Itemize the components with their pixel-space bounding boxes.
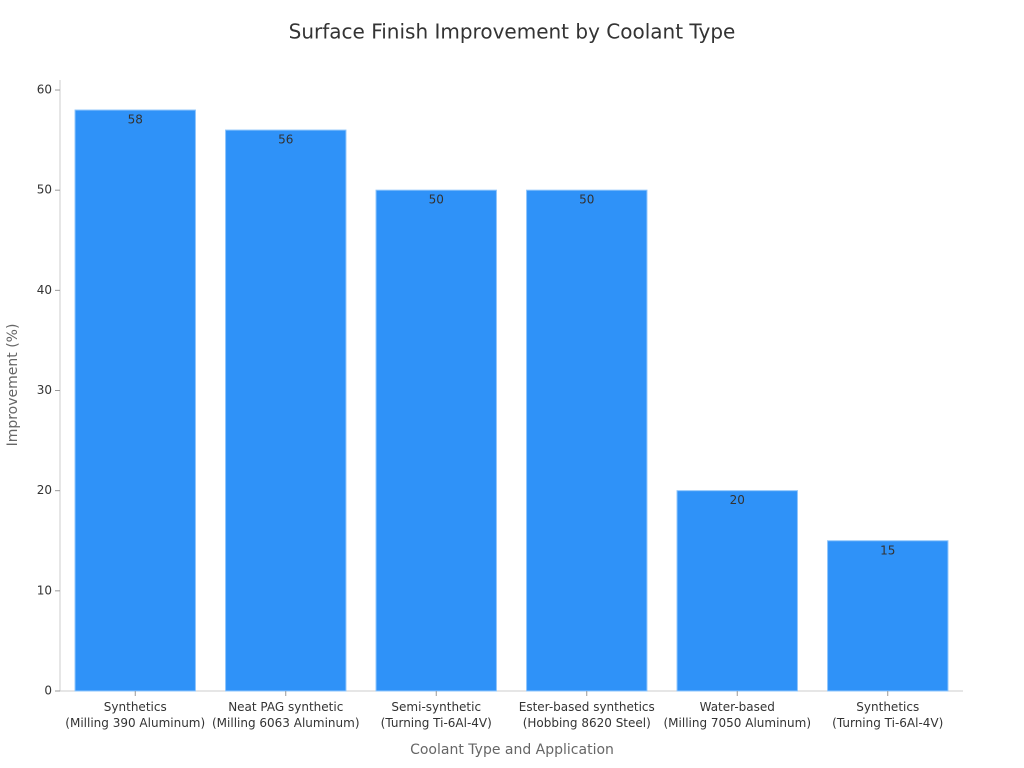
x-tick-label: Neat PAG synthetic (Milling 6063 Aluminu…	[211, 700, 360, 730]
x-tick-label: Water-based (Milling 7050 Aluminum)	[663, 700, 811, 730]
bar	[74, 109, 196, 692]
value-label: 58	[128, 113, 143, 127]
y-tick-label: 20	[37, 483, 52, 497]
bar	[526, 189, 648, 692]
y-tick-label: 50	[37, 183, 52, 197]
y-tick-label: 10	[37, 583, 52, 597]
x-axis-label: Coolant Type and Application	[410, 742, 614, 758]
y-tick-label: 40	[37, 283, 52, 297]
value-label: 50	[579, 193, 594, 207]
x-tick-label: Ester-based synthetics (Hobbing 8620 Ste…	[518, 700, 655, 730]
x-tick-label: Synthetics (Milling 390 Aluminum)	[65, 700, 206, 730]
y-tick-label: 0	[44, 684, 52, 698]
bar	[375, 189, 497, 692]
bar	[827, 540, 949, 692]
y-axis-label: Improvement (%)	[5, 324, 21, 447]
y-tick-label: 30	[37, 383, 52, 397]
x-tick-label: Synthetics (Turning Ti-6Al-4V)	[832, 700, 944, 730]
value-label: 15	[880, 543, 895, 557]
chart-title: Surface Finish Improvement by Coolant Ty…	[289, 20, 736, 44]
value-label: 20	[730, 493, 745, 507]
y-tick-label: 60	[37, 83, 52, 97]
value-label: 50	[429, 193, 444, 207]
x-tick-label: Semi-synthetic (Turning Ti-6Al-4V)	[380, 700, 492, 730]
value-label: 56	[278, 133, 293, 147]
bar	[676, 490, 798, 692]
bar	[225, 129, 347, 692]
